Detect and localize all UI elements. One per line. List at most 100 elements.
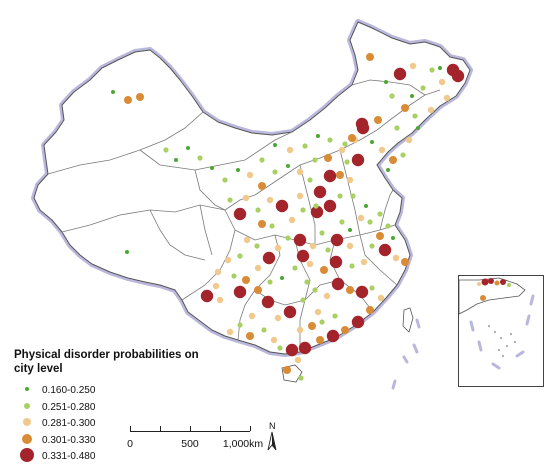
scale-label-1000km: 1,000km [222, 438, 264, 450]
city-dot [339, 219, 345, 225]
city-dot [331, 277, 345, 291]
city-dot [342, 141, 348, 147]
city-dot [300, 297, 306, 303]
city-dot [350, 193, 356, 199]
city-dot [346, 176, 354, 184]
city-dot [210, 166, 214, 170]
city-dot [296, 192, 304, 200]
scale-label-0: 0 [127, 438, 133, 450]
city-dot [438, 78, 446, 86]
city-dot [306, 260, 314, 268]
city-dot [336, 171, 344, 179]
city-dot [391, 236, 395, 240]
city-dot [294, 356, 302, 364]
city-dot [270, 336, 278, 344]
city-dot [296, 249, 310, 263]
city-dot [286, 146, 294, 154]
scale-tick [160, 426, 161, 431]
city-dot [231, 273, 237, 279]
city-dot [293, 233, 307, 247]
city-dot [348, 134, 356, 142]
city-dot [214, 268, 222, 276]
city-dot [357, 214, 365, 222]
city-dot [438, 66, 442, 70]
scale-bar-line [130, 431, 250, 432]
city-dot [275, 199, 289, 213]
city-dot [389, 156, 397, 164]
city-dot [298, 375, 304, 381]
legend-item: 0.251-0.280 [14, 399, 214, 416]
city-dot [313, 203, 319, 209]
city-dot [356, 121, 370, 135]
city-dot [274, 244, 282, 252]
city-dot [369, 243, 375, 249]
city-dot [393, 67, 407, 81]
scale-tick [130, 426, 131, 431]
scale-tick [220, 426, 221, 431]
city-dot [366, 306, 374, 314]
city-dot [412, 113, 418, 119]
city-dot [367, 219, 373, 225]
city-dot [319, 319, 325, 325]
city-dot [283, 305, 297, 319]
city-dot [296, 168, 304, 176]
city-dot [243, 236, 251, 244]
city-dot [394, 125, 400, 131]
city-dot [292, 265, 298, 271]
city-dot [300, 207, 306, 213]
city-dot [364, 204, 368, 208]
city-dot [344, 159, 350, 165]
city-dot [313, 185, 327, 199]
city-dot [212, 282, 220, 290]
city-dot [314, 308, 322, 316]
city-dot [248, 312, 256, 320]
taiwan-island [402, 307, 414, 333]
city-dot [267, 279, 273, 285]
city-dot [296, 326, 304, 334]
city-dot [389, 93, 395, 99]
city-dots-layer [111, 53, 465, 381]
city-dot [316, 134, 320, 138]
city-dot [286, 164, 290, 168]
inset-city-dots [477, 278, 511, 301]
city-dot [420, 85, 426, 91]
legend-swatch [20, 448, 34, 462]
city-dot [401, 258, 409, 266]
city-dot [197, 155, 203, 161]
city-dot [285, 235, 291, 241]
north-arrow-icon [267, 431, 277, 451]
scale-tick [250, 426, 251, 431]
legend-label: 0.301-0.330 [42, 434, 96, 446]
city-dot [254, 286, 262, 294]
city-dot [261, 295, 275, 309]
legend-item: 0.160-0.250 [14, 382, 214, 399]
city-dot [409, 62, 417, 70]
city-dot [200, 289, 214, 303]
city-dot [254, 243, 260, 249]
city-dot [246, 332, 254, 340]
city-dot [378, 243, 392, 257]
city-dot [351, 153, 365, 167]
city-dot [262, 251, 276, 265]
city-dot [277, 345, 283, 351]
city-dot [242, 276, 250, 284]
city-dot [451, 69, 465, 83]
city-dot [348, 228, 352, 232]
city-dot [320, 266, 328, 274]
city-dot [222, 177, 228, 183]
city-dot [378, 146, 386, 154]
city-dot [163, 147, 169, 153]
city-dot [443, 94, 451, 102]
city-dot [366, 53, 374, 61]
city-dot [324, 154, 332, 162]
city-dot [246, 171, 254, 179]
scale-bar: 0 500 1,000km [115, 420, 265, 460]
city-dot [360, 258, 368, 266]
city-dot [316, 336, 324, 344]
city-dot [186, 146, 190, 150]
city-dot [283, 366, 291, 374]
country-border [33, 21, 471, 355]
city-dot [400, 152, 406, 158]
city-dot [346, 242, 354, 250]
city-dot [136, 93, 144, 101]
